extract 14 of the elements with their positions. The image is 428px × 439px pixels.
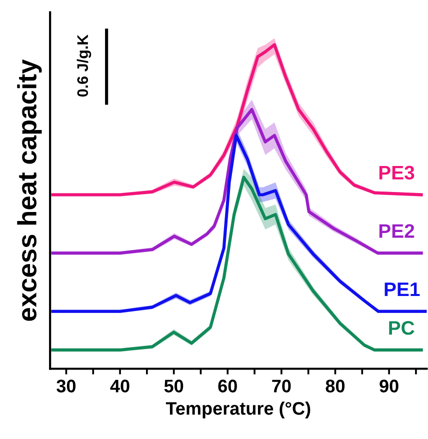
series-label: PE1 <box>384 282 420 296</box>
annotation: 0.6 J/g.K <box>76 34 92 97</box>
x-tick-label: 30 <box>56 380 76 392</box>
x-tick-label: 70 <box>272 380 291 392</box>
x-tick-label: 50 <box>164 380 184 392</box>
series-label: PE2 <box>379 224 414 238</box>
series-label: PC <box>389 321 414 335</box>
x-tick-label: 80 <box>326 380 345 392</box>
x-tick-label: 40 <box>110 380 130 392</box>
x-axis-title: Temperature (°C) <box>166 402 310 418</box>
x-tick-label: 90 <box>380 380 398 392</box>
series-label: PE3 <box>379 166 414 180</box>
x-tick-label: 60 <box>218 380 237 392</box>
y-axis-title: excess heat capacity <box>17 59 42 321</box>
